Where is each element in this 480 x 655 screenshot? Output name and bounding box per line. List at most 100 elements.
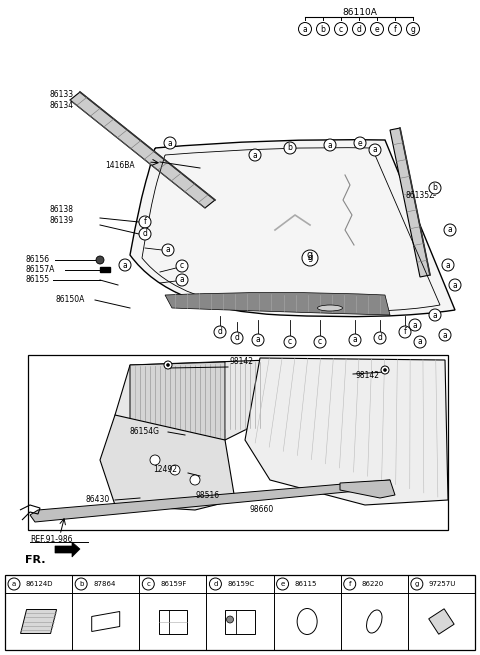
Circle shape: [381, 366, 389, 374]
Text: e: e: [280, 581, 285, 587]
Text: a: a: [448, 225, 452, 234]
Text: c: c: [288, 337, 292, 346]
Text: c: c: [318, 337, 322, 346]
Circle shape: [335, 22, 348, 35]
Text: f: f: [404, 328, 407, 337]
Text: b: b: [79, 581, 84, 587]
Circle shape: [414, 336, 426, 348]
Circle shape: [209, 578, 221, 590]
Text: a: a: [252, 151, 257, 160]
Text: g: g: [307, 253, 312, 263]
Text: g: g: [410, 24, 415, 33]
Circle shape: [449, 279, 461, 291]
Bar: [28, 355, 448, 530]
Circle shape: [407, 22, 420, 35]
Ellipse shape: [297, 608, 317, 635]
Circle shape: [374, 332, 386, 344]
Text: d: d: [357, 24, 361, 33]
Text: 86156: 86156: [25, 255, 49, 265]
Text: a: a: [453, 280, 457, 290]
Text: b: b: [288, 143, 292, 153]
Text: 86154G: 86154G: [130, 428, 160, 436]
Circle shape: [142, 578, 154, 590]
Text: d: d: [143, 229, 147, 238]
Text: 97257U: 97257U: [429, 581, 456, 587]
Circle shape: [284, 142, 296, 154]
Circle shape: [324, 139, 336, 151]
PathPatch shape: [165, 293, 390, 315]
Text: a: a: [302, 24, 307, 33]
Text: 1416BA: 1416BA: [106, 162, 135, 170]
Text: 86159C: 86159C: [228, 581, 254, 587]
Circle shape: [399, 326, 411, 338]
Text: 86115: 86115: [295, 581, 317, 587]
Text: b: b: [432, 183, 437, 193]
Text: 87864: 87864: [93, 581, 116, 587]
Text: 86124D: 86124D: [26, 581, 53, 587]
Circle shape: [190, 475, 200, 485]
Bar: [100, 267, 110, 272]
Text: f: f: [394, 24, 396, 33]
Circle shape: [439, 329, 451, 341]
Circle shape: [176, 260, 188, 272]
Circle shape: [231, 332, 243, 344]
Polygon shape: [92, 612, 120, 631]
Polygon shape: [245, 358, 448, 505]
Circle shape: [139, 228, 151, 240]
Circle shape: [214, 326, 226, 338]
Text: 98660: 98660: [250, 506, 274, 514]
Circle shape: [411, 578, 423, 590]
Text: a: a: [432, 310, 437, 320]
Circle shape: [352, 22, 365, 35]
Circle shape: [162, 244, 174, 256]
Text: g: g: [415, 581, 419, 587]
Text: b: b: [321, 24, 325, 33]
Circle shape: [388, 22, 401, 35]
Circle shape: [354, 137, 366, 149]
Text: e: e: [375, 24, 379, 33]
Circle shape: [119, 259, 131, 271]
Polygon shape: [55, 542, 80, 557]
Text: 98142: 98142: [230, 358, 254, 367]
Circle shape: [442, 259, 454, 271]
Text: 86220: 86220: [362, 581, 384, 587]
Text: 86430: 86430: [85, 495, 109, 504]
Text: 86159F: 86159F: [160, 581, 187, 587]
Polygon shape: [429, 608, 454, 634]
Bar: [5, 575, 475, 650]
Circle shape: [284, 336, 296, 348]
Circle shape: [150, 455, 160, 465]
Circle shape: [276, 578, 288, 590]
Text: 86157A: 86157A: [25, 265, 54, 274]
Text: a: a: [180, 276, 184, 284]
Polygon shape: [30, 480, 390, 522]
Text: a: a: [256, 335, 260, 345]
Circle shape: [164, 137, 176, 149]
Text: d: d: [217, 328, 222, 337]
Text: REF.91-986: REF.91-986: [30, 536, 72, 544]
Text: a: a: [445, 261, 450, 269]
Ellipse shape: [367, 610, 382, 633]
Polygon shape: [390, 128, 430, 277]
Text: 86150A: 86150A: [55, 295, 84, 305]
Circle shape: [176, 274, 188, 286]
Polygon shape: [100, 415, 235, 510]
Circle shape: [429, 182, 441, 194]
Polygon shape: [70, 92, 215, 208]
Text: 86110A: 86110A: [343, 8, 377, 17]
Polygon shape: [159, 610, 187, 633]
Circle shape: [8, 578, 20, 590]
Text: a: a: [12, 581, 16, 587]
Circle shape: [164, 361, 172, 369]
Circle shape: [299, 22, 312, 35]
Circle shape: [444, 224, 456, 236]
Polygon shape: [340, 480, 395, 498]
Circle shape: [75, 578, 87, 590]
Text: a: a: [443, 331, 447, 339]
Text: a: a: [372, 145, 377, 155]
Text: d: d: [235, 333, 240, 343]
Circle shape: [252, 334, 264, 346]
PathPatch shape: [130, 140, 455, 316]
Text: a: a: [418, 337, 422, 346]
Text: a: a: [122, 261, 127, 269]
